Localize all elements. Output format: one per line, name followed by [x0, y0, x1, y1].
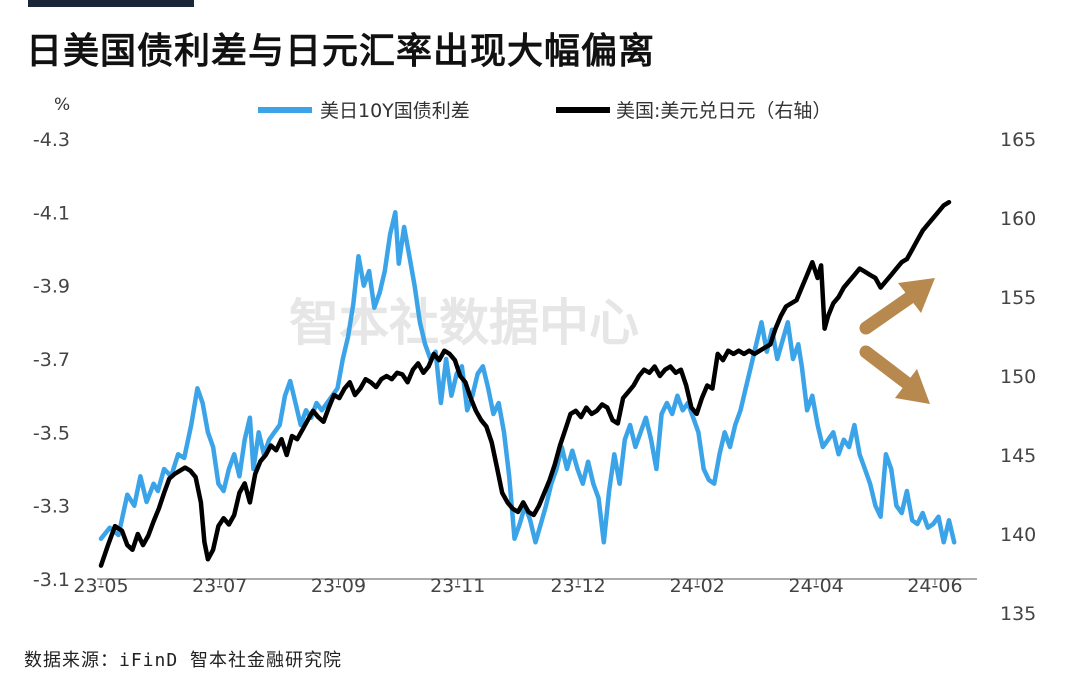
left-tick-label: -3.3 [33, 496, 70, 518]
x-tick-label: 23-05 [73, 575, 128, 597]
x-tick-label: 23-09 [311, 575, 366, 597]
x-tick-label: 23-11 [430, 575, 485, 597]
watermark-text: 智本社数据中心 [289, 294, 639, 352]
series-line-spread [98, 210, 957, 545]
left-axis-unit: % [54, 95, 70, 115]
right-tick-label: 155 [1000, 287, 1036, 309]
right-tick-label: 150 [1000, 366, 1036, 388]
series-line-usdjpy [98, 199, 952, 568]
legend-label-spread: 美日10Y国债利差 [320, 100, 470, 122]
left-tick-label: -4.1 [33, 202, 70, 224]
right-tick-label: 160 [1000, 208, 1036, 230]
left-tick-label: -3.5 [33, 422, 70, 444]
left-tick-label: -3.9 [33, 276, 70, 298]
x-tick-label: 24-02 [670, 575, 725, 597]
axes: -4.3 -4.1 -3.9 -3.7 -3.5 -3.3 -3.1 165 160 155 150… [33, 129, 1036, 625]
right-tick-label: 135 [1000, 603, 1036, 625]
x-tick-label: 24-04 [789, 575, 844, 597]
legend-label-usdjpy: 美国:美元兑日元（右轴） [616, 100, 831, 122]
arrow-up-icon [859, 278, 935, 335]
right-tick-label: 165 [1000, 129, 1036, 151]
source-note: 数据来源：iFinD 智本社金融研究院 [24, 650, 343, 671]
x-tick-label: 23-07 [192, 575, 247, 597]
top-accent-bar [28, 0, 194, 7]
left-tick-label: -3.7 [33, 349, 70, 371]
right-tick-label: 145 [1000, 445, 1036, 467]
x-tick-label: 23-12 [551, 575, 606, 597]
x-tick-label: 24-06 [907, 575, 962, 597]
left-tick-label: -4.3 [33, 129, 70, 151]
series-layer [98, 199, 957, 568]
right-tick-label: 140 [1000, 524, 1036, 546]
chart-title: 日美国债利差与日元汇率出现大幅偏离 [26, 31, 656, 72]
left-tick-label: -3.1 [33, 569, 70, 591]
arrow-down-icon [859, 345, 930, 404]
